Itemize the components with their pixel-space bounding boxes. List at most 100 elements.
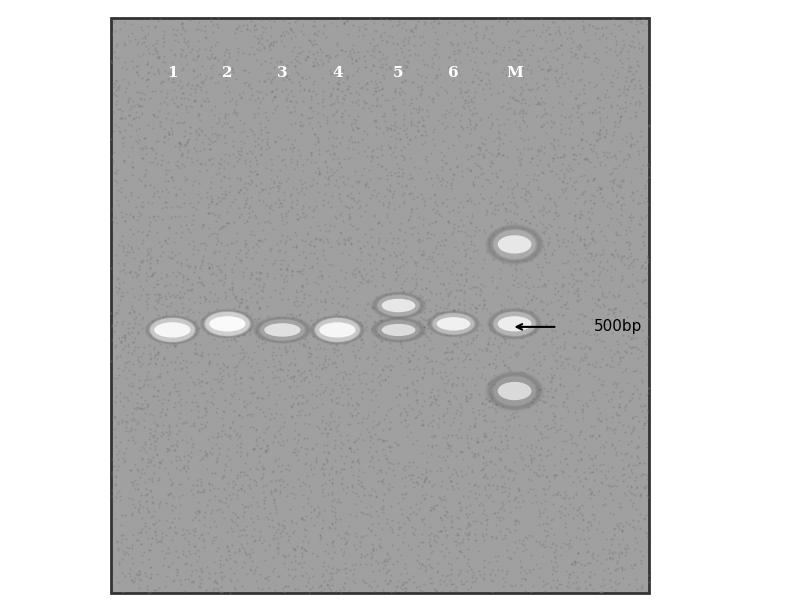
Point (326, 99, 339, 109)
Point (206, 262, 218, 272)
Point (285, 309, 298, 319)
Point (207, 516, 220, 526)
Point (245, 229, 257, 239)
Point (475, 436, 488, 445)
Point (161, 99, 174, 109)
Point (202, 224, 215, 233)
Point (603, 545, 615, 555)
Point (448, 49, 461, 59)
Point (581, 359, 594, 368)
Point (241, 450, 253, 459)
Point (426, 128, 439, 137)
Point (254, 30, 267, 40)
Ellipse shape (437, 317, 470, 331)
Point (493, 525, 506, 535)
Point (132, 571, 145, 580)
Point (129, 273, 142, 282)
Point (554, 91, 567, 101)
Point (557, 235, 570, 244)
Point (457, 124, 469, 134)
Point (157, 42, 170, 51)
Point (403, 502, 416, 512)
Point (189, 523, 202, 533)
Point (265, 477, 277, 486)
Point (150, 35, 163, 45)
Point (587, 48, 600, 57)
Point (242, 49, 255, 59)
Point (128, 484, 141, 494)
Point (617, 331, 630, 340)
Point (611, 180, 623, 189)
Point (590, 433, 603, 442)
Point (461, 462, 474, 472)
Point (213, 158, 226, 167)
Point (520, 44, 533, 54)
Point (508, 412, 520, 422)
Point (425, 502, 438, 512)
Point (211, 376, 224, 386)
Point (508, 15, 520, 24)
Point (458, 300, 471, 310)
Point (124, 37, 136, 46)
Point (490, 399, 503, 409)
Point (147, 391, 159, 401)
Point (131, 402, 143, 412)
Point (191, 475, 204, 485)
Point (593, 318, 606, 327)
Point (591, 53, 603, 62)
Point (167, 576, 179, 586)
Point (174, 139, 186, 149)
Point (582, 463, 595, 473)
Point (333, 172, 346, 182)
Point (135, 557, 148, 567)
Point (586, 315, 599, 324)
Point (192, 109, 205, 119)
Point (131, 464, 143, 474)
Point (467, 92, 480, 101)
Point (461, 140, 473, 150)
Point (622, 461, 634, 471)
Point (318, 585, 331, 595)
Point (259, 573, 272, 583)
Point (415, 448, 428, 458)
Point (214, 505, 226, 514)
Point (621, 46, 634, 56)
Point (230, 430, 242, 440)
Point (548, 117, 560, 126)
Point (412, 479, 425, 489)
Point (471, 362, 484, 372)
Point (383, 463, 396, 473)
Point (365, 582, 378, 592)
Point (408, 133, 421, 142)
Point (119, 268, 132, 278)
Point (124, 225, 136, 235)
Point (396, 298, 409, 307)
Point (263, 387, 276, 397)
Point (626, 489, 639, 499)
Point (415, 130, 428, 140)
Point (464, 354, 477, 364)
Point (375, 62, 388, 71)
Point (435, 110, 448, 120)
Point (489, 364, 501, 373)
Point (540, 526, 553, 536)
Point (615, 62, 628, 71)
Point (249, 535, 261, 545)
Point (116, 112, 128, 122)
Point (319, 296, 332, 306)
Point (611, 359, 624, 369)
Point (469, 119, 482, 129)
Point (239, 302, 252, 312)
Point (202, 263, 215, 273)
Ellipse shape (491, 228, 538, 261)
Point (249, 464, 262, 474)
Point (516, 250, 529, 260)
Point (123, 365, 135, 375)
Point (605, 249, 618, 258)
Point (124, 120, 137, 130)
Point (358, 241, 371, 251)
Point (330, 466, 343, 475)
Point (608, 151, 621, 161)
Point (305, 358, 318, 368)
Point (373, 236, 386, 246)
